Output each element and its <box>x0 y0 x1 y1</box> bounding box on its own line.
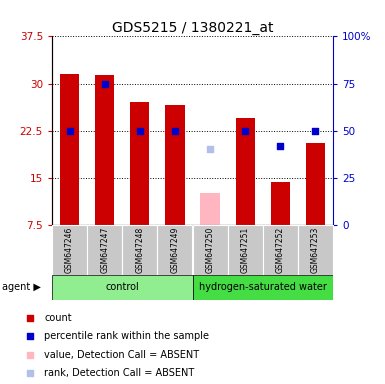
Bar <box>306 143 325 225</box>
Text: agent ▶: agent ▶ <box>2 282 41 292</box>
Title: GDS5215 / 1380221_at: GDS5215 / 1380221_at <box>112 22 273 35</box>
Bar <box>122 225 157 275</box>
Bar <box>95 75 114 225</box>
Point <box>312 127 318 134</box>
Point <box>67 127 73 134</box>
Point <box>172 127 178 134</box>
Point <box>277 142 283 149</box>
Bar <box>130 103 149 225</box>
Point <box>207 146 213 152</box>
Text: value, Detection Call = ABSENT: value, Detection Call = ABSENT <box>44 349 199 360</box>
Bar <box>192 225 228 275</box>
Text: GSM647247: GSM647247 <box>100 227 109 273</box>
Text: GSM647250: GSM647250 <box>206 227 214 273</box>
Bar <box>201 193 220 225</box>
Point <box>137 127 143 134</box>
Bar <box>236 118 255 225</box>
Bar <box>60 74 79 225</box>
Text: GSM647246: GSM647246 <box>65 227 74 273</box>
Text: control: control <box>105 282 139 292</box>
Bar <box>52 225 87 275</box>
Point <box>102 81 108 87</box>
Bar <box>157 225 192 275</box>
Text: GSM647253: GSM647253 <box>311 227 320 273</box>
Text: GSM647251: GSM647251 <box>241 227 250 273</box>
Text: hydrogen-saturated water: hydrogen-saturated water <box>199 282 327 292</box>
Bar <box>263 225 298 275</box>
Text: percentile rank within the sample: percentile rank within the sample <box>44 331 209 341</box>
Text: rank, Detection Call = ABSENT: rank, Detection Call = ABSENT <box>44 368 194 378</box>
Point <box>242 127 248 134</box>
Text: count: count <box>44 313 72 323</box>
Bar <box>165 106 184 225</box>
Bar <box>87 225 122 275</box>
Bar <box>192 275 333 300</box>
Bar <box>228 225 263 275</box>
Point <box>290 274 296 280</box>
Text: GSM647248: GSM647248 <box>135 227 144 273</box>
Bar <box>298 225 333 275</box>
Bar <box>271 182 290 225</box>
Bar <box>52 275 192 300</box>
Point <box>290 108 296 114</box>
Text: GSM647249: GSM647249 <box>171 227 179 273</box>
Text: GSM647252: GSM647252 <box>276 227 285 273</box>
